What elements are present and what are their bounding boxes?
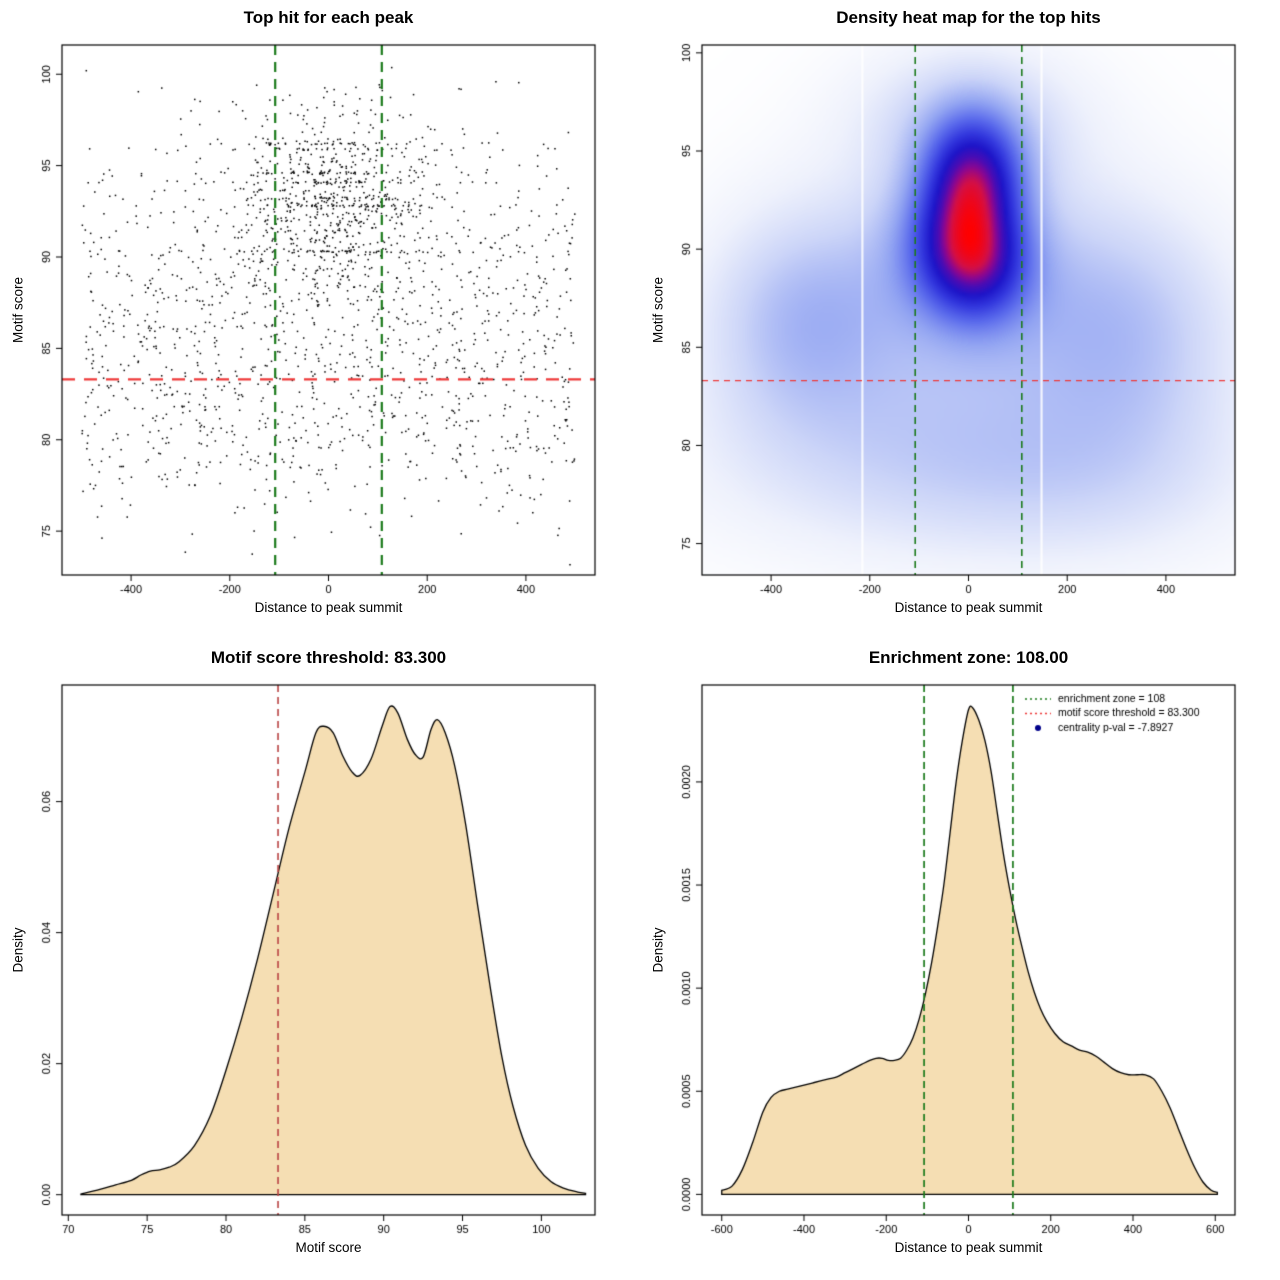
enrichment-zone-density-canvas [640,640,1280,1280]
enrichment-zone-y-axis-label: Density [650,927,666,973]
panel-enrichment-zone-density: Enrichment zone: 108.00 Distance to peak… [640,640,1280,1280]
scatter-x-axis-label: Distance to peak summit [254,600,403,615]
panel-motif-score-density: Motif score threshold: 83.300 Motif scor… [0,640,640,1280]
motif-score-density-title: Motif score threshold: 83.300 [210,648,447,667]
enrichment-zone-title: Enrichment zone: 108.00 [868,648,1069,667]
enrichment-zone-x-axis-label: Distance to peak summit [894,1240,1043,1255]
scatter-title: Top hit for each peak [243,8,414,27]
heatmap-canvas [640,0,1280,640]
motif-score-density-canvas [0,640,640,1280]
heatmap-y-axis-label: Motif score [650,276,666,344]
panel-scatter-top-hits: Top hit for each peak Distance to peak s… [0,0,640,640]
scatter-plot-canvas [0,0,640,640]
scatter-y-axis-label: Motif score [10,276,26,344]
panel-density-heatmap: Density heat map for the top hits Distan… [640,0,1280,640]
heatmap-title: Density heat map for the top hits [836,8,1101,27]
heatmap-x-axis-label: Distance to peak summit [894,600,1043,615]
motif-score-density-y-axis-label: Density [10,927,26,973]
motif-score-density-x-axis-label: Motif score [295,1240,362,1255]
